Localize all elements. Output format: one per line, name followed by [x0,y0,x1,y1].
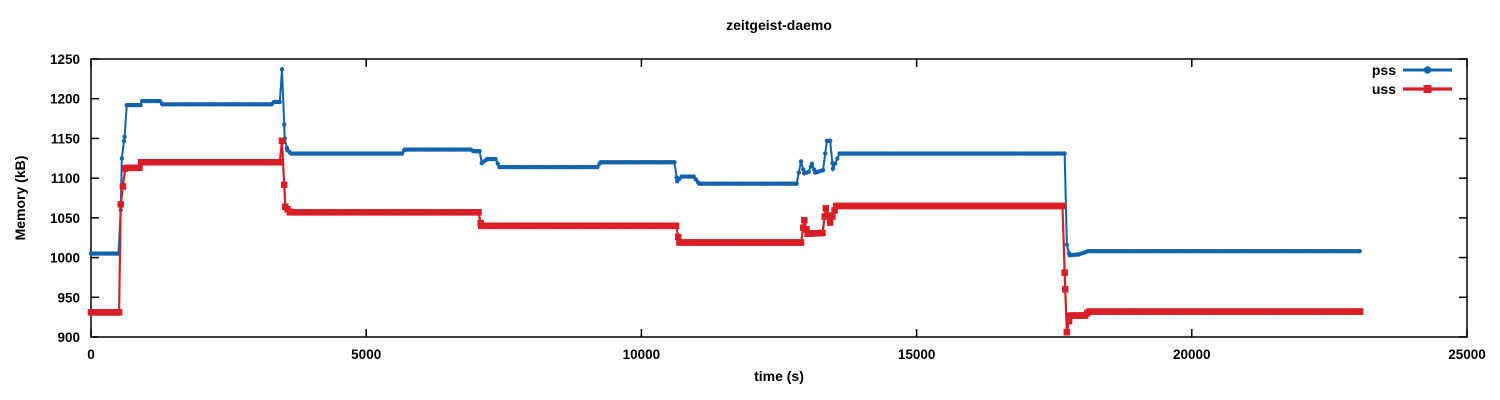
y-tick-label: 1100 [51,171,80,186]
x-tick-label: 10000 [623,347,661,362]
x-tick-label: 5000 [351,347,381,362]
chart-title: zeitgeist-daemo [726,17,832,33]
y-tick-label: 900 [57,330,80,345]
y-tick-label: 1000 [50,251,80,266]
x-tick-label: 0 [87,347,95,362]
legend-sample-uss [1403,85,1452,93]
x-tick-label: 20000 [1173,347,1211,362]
x-tick-label: 25000 [1448,347,1486,362]
legend-label-pss: pss [1371,62,1396,78]
y-tick-label: 1200 [50,92,80,107]
series-uss [87,137,1364,336]
uss-line [91,140,1361,333]
legend-label-uss: uss [1371,81,1396,97]
y-tick-label: 1150 [51,131,80,146]
y-tick-label: 1250 [50,52,80,67]
y-axis-label: Memory (kB) [12,155,28,241]
x-axis-label: time (s) [754,368,804,384]
series-pss [88,67,1362,258]
plot-border [90,58,1468,338]
y-tick-label: 950 [57,290,80,305]
x-tick-label: 15000 [898,347,936,362]
y-tick-label: 1050 [50,211,80,226]
legend-sample-pss [1403,66,1452,74]
